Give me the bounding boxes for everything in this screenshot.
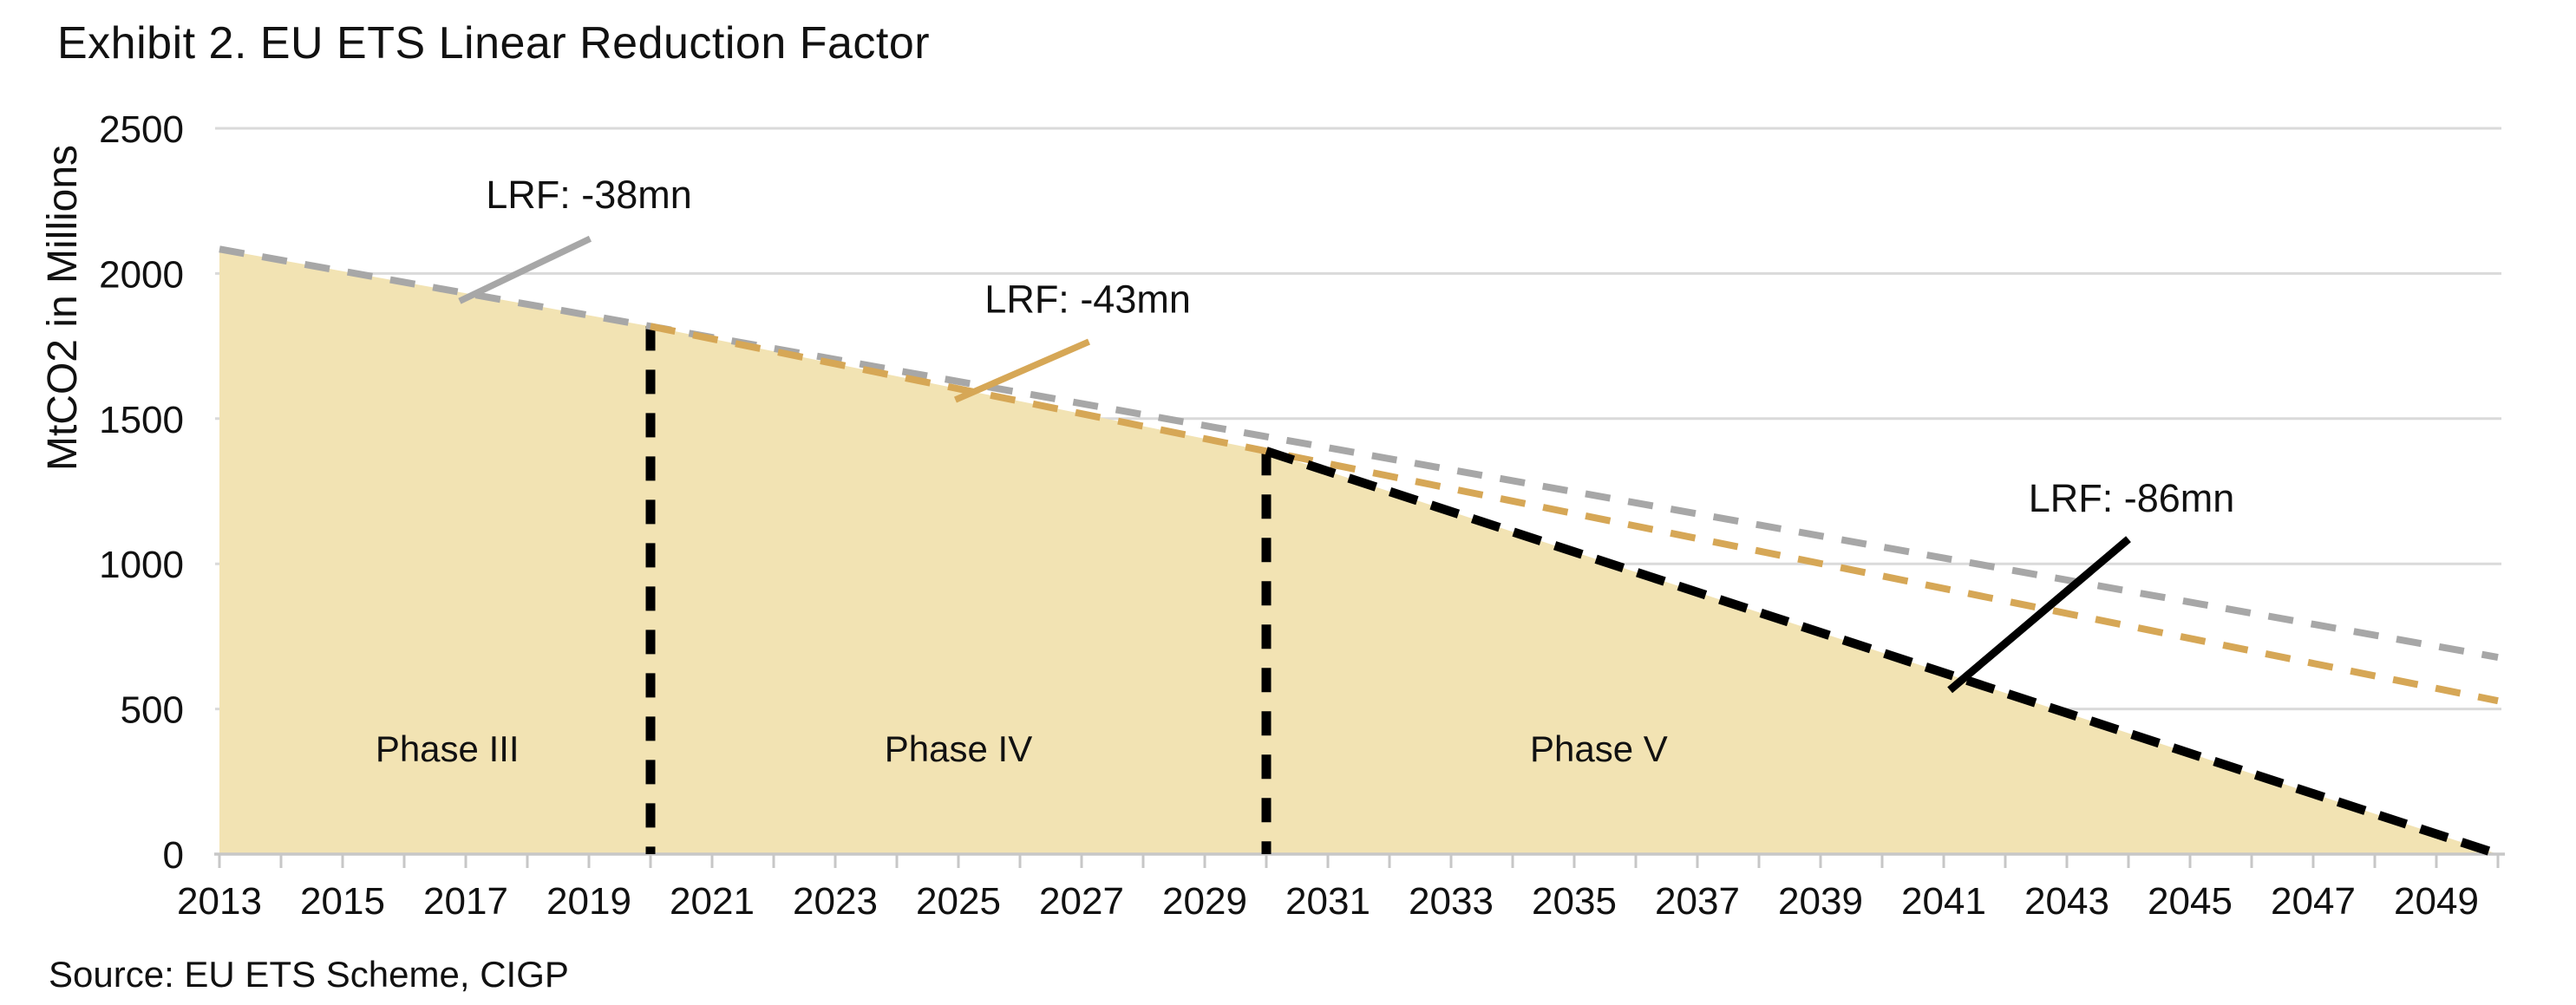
x-tick-label: 2049 [2394,880,2479,923]
x-tick-label: 2025 [916,880,1001,923]
y-tick-labels: 0 500 1000 1500 2000 2500 [99,108,184,877]
phase-label: Phase IV [885,728,1032,769]
source-note: Source: EU ETS Scheme, CIGP [49,954,569,995]
x-tick-label: 2023 [793,880,878,923]
x-tick-label: 2045 [2148,880,2233,923]
annotation-lrf-43mn: LRF: -43mn [953,277,1191,403]
phase-dividers [645,326,1272,854]
x-tick-label: 2015 [300,880,385,923]
y-axis-title: MtCO2 in Millions [40,145,86,471]
series-lrf-43mn [650,323,2499,705]
x-tick-label: 2041 [1901,880,1986,923]
area-fill [219,249,2498,854]
x-tick-label: 2013 [177,880,262,923]
x-tick-label: 2037 [1655,880,1740,923]
x-tick-label: 2047 [2271,880,2356,923]
x-tick-labels: 2013 2015 2017 2019 2021 2023 2025 2027 2029 2031… [177,880,2479,923]
x-axis [214,852,2505,868]
lrf-annotation-label: LRF: -43mn [984,277,1191,322]
lrf-line [219,245,2499,661]
y-tick-label: 1500 [99,399,184,441]
x-tick-label: 2027 [1039,880,1124,923]
series-lrf-38mn [219,245,2499,661]
phase-labels: Phase III Phase IV Phase V [376,728,1668,769]
x-tick-label: 2017 [423,880,508,923]
chart-title: Exhibit 2. EU ETS Linear Reduction Facto… [57,18,931,69]
x-tick-label: 2029 [1162,880,1247,923]
lrf-annotation-label: LRF: -86mn [2029,476,2235,520]
lrf-annotation-label: LRF: -38mn [486,173,692,217]
y-tick-label: 1000 [99,544,184,586]
x-tick-label: 2039 [1778,880,1863,923]
x-tick-label: 2031 [1285,880,1370,923]
x-tick-label: 2035 [1532,880,1617,923]
lrf-line [650,323,2499,705]
x-tick-label: 2043 [2024,880,2109,923]
cap-area [219,249,2498,854]
x-tick-label: 2019 [546,880,631,923]
y-tick-label: 0 [163,834,184,877]
x-tick-label: 2021 [670,880,755,923]
y-tick-label: 2500 [99,108,184,151]
y-tick-label: 2000 [99,253,184,296]
annotation-lrf-38mn: LRF: -38mn [458,173,692,304]
annotation-lrf-86mn: LRF: -86mn [1947,476,2235,694]
phase-label: Phase III [376,728,520,769]
x-tick-label: 2033 [1409,880,1494,923]
y-axis-title: MtCO2 in Millions [40,145,86,471]
phase-label: Phase V [1530,728,1668,769]
annotation-callout-line [458,235,592,304]
y-tick-label: 500 [121,689,184,732]
annotation-callout-line [1947,536,2131,694]
annotation-callout-line [953,338,1091,403]
